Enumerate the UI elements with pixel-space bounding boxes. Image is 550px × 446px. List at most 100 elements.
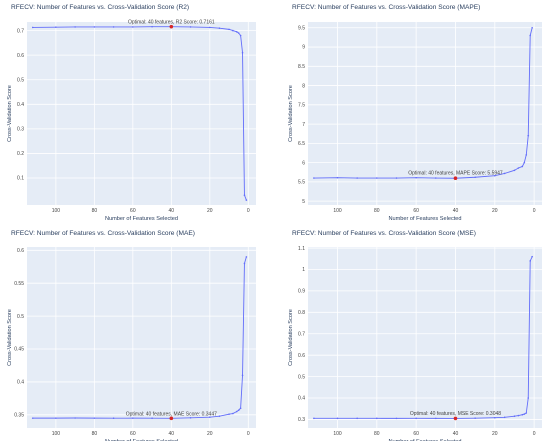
optimal-marker <box>453 176 458 181</box>
optimal-annotation: Optimal: 40 features, MAE Score: 0.3447 <box>126 412 217 418</box>
chart-title: RFECV: Number of Features vs. Cross-Vali… <box>292 230 476 237</box>
y-tick-label: 8 <box>302 83 305 89</box>
chart-title: RFECV: Number of Features vs. Cross-Vali… <box>11 230 195 237</box>
data-point <box>527 397 530 399</box>
optimal-annotation: Optimal: 40 features, MAPE Score: 5.5947 <box>408 170 503 176</box>
data-point <box>376 177 378 179</box>
y-tick-label: 0.3 <box>17 127 24 133</box>
data-point <box>336 417 339 420</box>
data-point <box>503 416 506 419</box>
x-tick-label: 0 <box>247 431 250 437</box>
y-tick-label: 6 <box>302 160 305 166</box>
y-tick-label: 8.5 <box>298 64 305 70</box>
data-point <box>112 26 115 28</box>
x-tick-label: 20 <box>207 431 213 437</box>
data-point <box>313 177 315 179</box>
data-point <box>395 177 398 179</box>
data-point <box>513 169 516 172</box>
data-point <box>521 165 524 168</box>
data-point <box>503 172 506 175</box>
x-tick-label: 20 <box>492 431 498 437</box>
data-point <box>356 417 358 420</box>
x-tick-label: 20 <box>207 208 213 214</box>
data-point <box>209 26 211 29</box>
data-point <box>356 177 358 179</box>
y-tick-label: 0.3 <box>298 417 305 423</box>
data-point <box>151 417 153 419</box>
data-point <box>235 410 238 413</box>
data-point <box>241 374 244 377</box>
data-point <box>494 174 496 177</box>
data-point <box>245 199 248 201</box>
y-tick-label: 1.1 <box>298 246 305 252</box>
x-tick-label: 0 <box>247 208 250 214</box>
data-point <box>525 412 528 414</box>
x-tick-label: 40 <box>169 208 175 214</box>
data-point <box>435 177 437 179</box>
data-point <box>31 417 34 419</box>
data-point <box>523 413 526 415</box>
data-point <box>243 194 246 196</box>
y-tick-label: 0.4 <box>298 396 305 402</box>
data-point <box>31 26 34 29</box>
x-tick-label: 100 <box>52 431 61 437</box>
x-axis-label: Number of Features Selected <box>388 216 461 222</box>
data-point <box>74 417 76 419</box>
x-tick-label: 40 <box>169 431 175 437</box>
data-point <box>232 29 234 32</box>
data-point <box>151 25 153 28</box>
data-point <box>395 417 398 420</box>
data-point <box>474 176 476 179</box>
x-tick-label: 80 <box>92 431 98 437</box>
data-point <box>112 417 115 419</box>
data-point <box>527 134 530 137</box>
plot-background <box>308 247 542 428</box>
x-tick-label: 0 <box>533 431 536 437</box>
y-tick-label: 0.6 <box>298 353 305 359</box>
x-axis-label: Number of Features Selected <box>105 216 178 222</box>
data-point <box>228 413 230 415</box>
y-tick-label: 0.9 <box>298 289 305 295</box>
data-point <box>241 51 244 54</box>
y-axis-label: Cross-Validation Score <box>288 85 294 142</box>
x-tick-label: 60 <box>130 431 136 437</box>
optimal-marker <box>453 416 458 421</box>
data-point <box>531 255 533 258</box>
optimal-marker <box>169 24 174 29</box>
y-tick-label: 0.5 <box>298 374 305 380</box>
x-tick-label: 40 <box>453 431 459 437</box>
x-tick-label: 60 <box>130 208 136 214</box>
y-tick-label: 0.6 <box>17 248 24 254</box>
data-point <box>239 34 242 37</box>
data-point <box>521 413 524 416</box>
data-point <box>529 260 532 262</box>
y-tick-label: 0.2 <box>17 151 24 157</box>
data-point <box>517 167 520 169</box>
y-tick-label: 0.55 <box>14 281 24 287</box>
data-point <box>232 412 234 415</box>
data-point <box>93 417 96 419</box>
data-point <box>513 415 516 418</box>
y-tick-label: 9.5 <box>298 25 305 31</box>
plot-background <box>27 247 256 428</box>
data-point <box>523 161 526 164</box>
y-tick-label: 0.6 <box>17 53 24 59</box>
y-tick-label: 1 <box>302 267 305 273</box>
data-point <box>218 415 221 417</box>
data-point <box>474 417 476 419</box>
data-point <box>237 409 240 412</box>
x-tick-label: 100 <box>333 431 342 437</box>
y-tick-label: 6.5 <box>298 141 305 147</box>
data-point <box>517 414 520 417</box>
data-point <box>376 417 378 420</box>
y-tick-label: 9 <box>302 45 305 51</box>
y-tick-label: 0.45 <box>14 347 24 353</box>
x-tick-label: 80 <box>92 208 98 214</box>
data-point <box>74 26 76 28</box>
y-tick-label: 0.35 <box>14 413 24 419</box>
chart-title: RFECV: Number of Features vs. Cross-Vali… <box>11 4 189 11</box>
optimal-annotation: Optimal: 40 features, MSE Score: 0.3048 <box>410 411 501 417</box>
data-point <box>531 26 533 29</box>
